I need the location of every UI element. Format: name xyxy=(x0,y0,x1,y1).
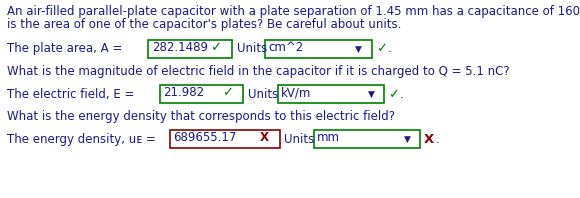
Text: .: . xyxy=(388,42,392,55)
FancyBboxPatch shape xyxy=(278,85,384,103)
Text: Units: Units xyxy=(284,133,314,146)
Text: X: X xyxy=(260,131,269,144)
FancyBboxPatch shape xyxy=(314,130,420,148)
Text: ✓: ✓ xyxy=(222,86,233,99)
Text: mm: mm xyxy=(317,131,340,144)
Text: 21.982: 21.982 xyxy=(163,86,204,99)
Text: The energy density, uᴇ =: The energy density, uᴇ = xyxy=(7,133,160,146)
FancyBboxPatch shape xyxy=(160,85,243,103)
Text: is the area of one of the capacitor's plates? Be careful about units.: is the area of one of the capacitor's pl… xyxy=(7,18,401,31)
Text: ▼: ▼ xyxy=(404,134,411,144)
Text: What is the magnitude of electric field in the capacitor if it is charged to Q =: What is the magnitude of electric field … xyxy=(7,65,510,78)
Text: .: . xyxy=(436,133,440,146)
Text: ▼: ▼ xyxy=(354,45,361,53)
Text: ✓: ✓ xyxy=(210,41,221,54)
Text: The electric field, E =: The electric field, E = xyxy=(7,88,138,101)
Text: The plate area, A =: The plate area, A = xyxy=(7,42,126,55)
Text: Units: Units xyxy=(237,42,267,55)
Text: 689655.17: 689655.17 xyxy=(173,131,237,144)
Text: .: . xyxy=(400,88,404,101)
Text: ▼: ▼ xyxy=(368,89,375,98)
Text: kV/m: kV/m xyxy=(281,86,311,99)
FancyBboxPatch shape xyxy=(170,130,280,148)
Text: cm^2: cm^2 xyxy=(268,41,303,54)
Text: ✓: ✓ xyxy=(388,88,399,101)
FancyBboxPatch shape xyxy=(265,40,372,58)
Text: An air-filled parallel-plate capacitor with a plate separation of 1.45 mm has a : An air-filled parallel-plate capacitor w… xyxy=(7,5,580,18)
Text: Units: Units xyxy=(248,88,278,101)
Text: X: X xyxy=(424,133,434,146)
Text: What is the energy density that corresponds to this electric field?: What is the energy density that correspo… xyxy=(7,110,395,123)
Text: 282.1489: 282.1489 xyxy=(152,41,208,54)
Text: ✓: ✓ xyxy=(376,42,387,55)
FancyBboxPatch shape xyxy=(148,40,232,58)
